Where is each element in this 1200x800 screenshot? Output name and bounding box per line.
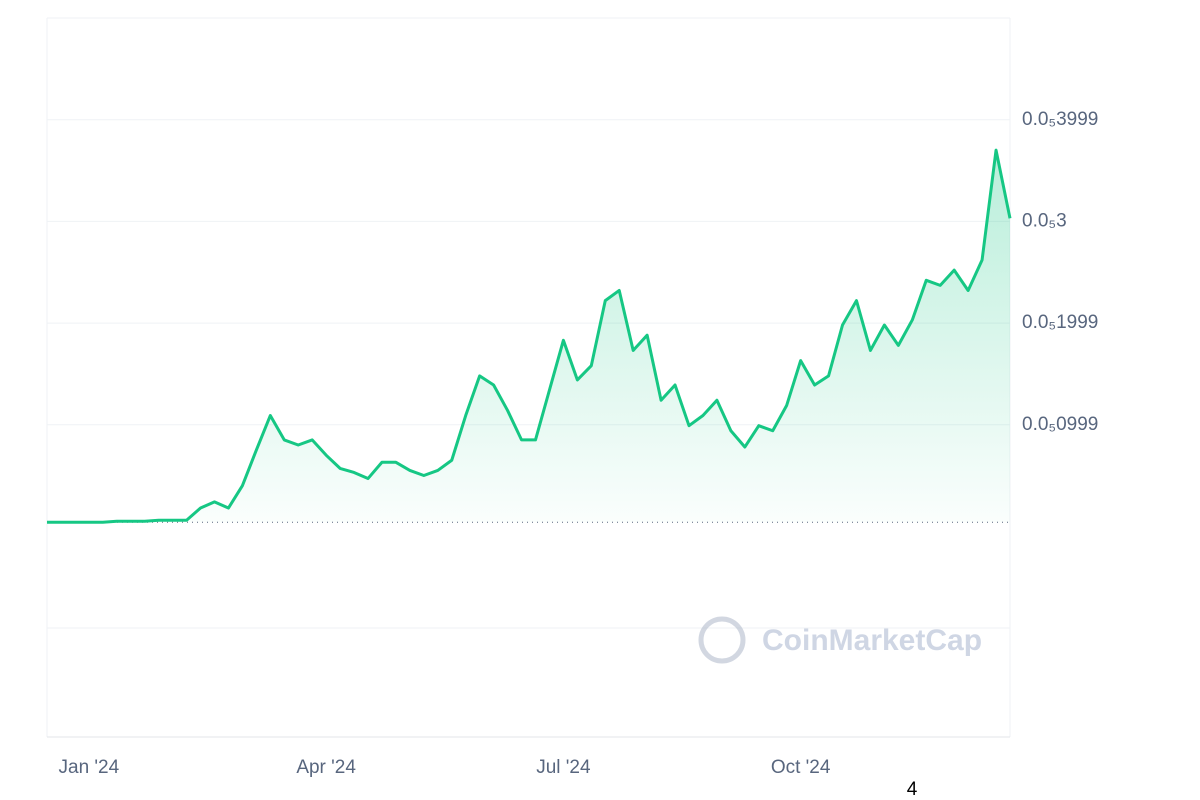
watermark-logo bbox=[698, 616, 746, 664]
x-tick-label: Jan '24 bbox=[59, 757, 120, 778]
y-tick-label: 0.0₅3999 bbox=[1022, 109, 1098, 130]
y-tick-label: 0.0₅3 bbox=[1022, 210, 1067, 231]
area-fill bbox=[47, 150, 1010, 523]
annotation: 4 bbox=[907, 779, 918, 800]
watermark: CoinMarketCap bbox=[762, 624, 982, 657]
y-tick-label: 0.0₅0999 bbox=[1022, 414, 1098, 435]
x-tick-label: Apr '24 bbox=[296, 757, 356, 778]
price-line bbox=[47, 148, 1012, 524]
y-tick-label: 0.0₅1999 bbox=[1022, 312, 1098, 333]
x-tick-label: Jul '24 bbox=[536, 757, 591, 778]
x-tick-label: Oct '24 bbox=[771, 757, 831, 778]
